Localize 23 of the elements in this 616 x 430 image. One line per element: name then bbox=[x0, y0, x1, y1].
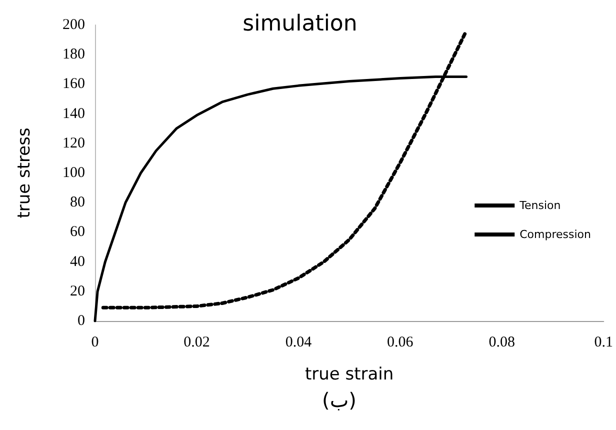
legend-label: Tension bbox=[518, 199, 561, 212]
x-tick-label: 0.02 bbox=[184, 334, 210, 350]
y-tick-label: 160 bbox=[62, 76, 85, 92]
y-tick-label: 180 bbox=[62, 46, 85, 63]
y-tick-label: 0 bbox=[78, 313, 85, 329]
y-tick-label: 140 bbox=[62, 106, 85, 122]
y-axis-title: true stress bbox=[14, 128, 34, 218]
x-tick-label: 0.04 bbox=[285, 334, 312, 350]
legend-label: Compression bbox=[520, 228, 592, 241]
chart-title: simulation bbox=[242, 12, 358, 36]
x-tick-label: 0.08 bbox=[488, 334, 516, 350]
x-tick-label: 0 bbox=[91, 334, 99, 350]
y-tick-label: 100 bbox=[62, 165, 85, 181]
y-tick-label: 20 bbox=[70, 283, 85, 300]
x-axis-title: true strain bbox=[304, 364, 394, 384]
x-tick-label: 0.06 bbox=[387, 334, 414, 350]
y-tick-label: 60 bbox=[70, 224, 85, 240]
y-tick-label: 200 bbox=[62, 17, 85, 33]
y-tick-label: 120 bbox=[62, 135, 85, 152]
x-tick-label: 0.1 bbox=[594, 334, 613, 350]
y-tick-label: 40 bbox=[70, 254, 85, 270]
y-tick-label: 80 bbox=[70, 194, 85, 211]
text: (ب) bbox=[322, 388, 356, 412]
